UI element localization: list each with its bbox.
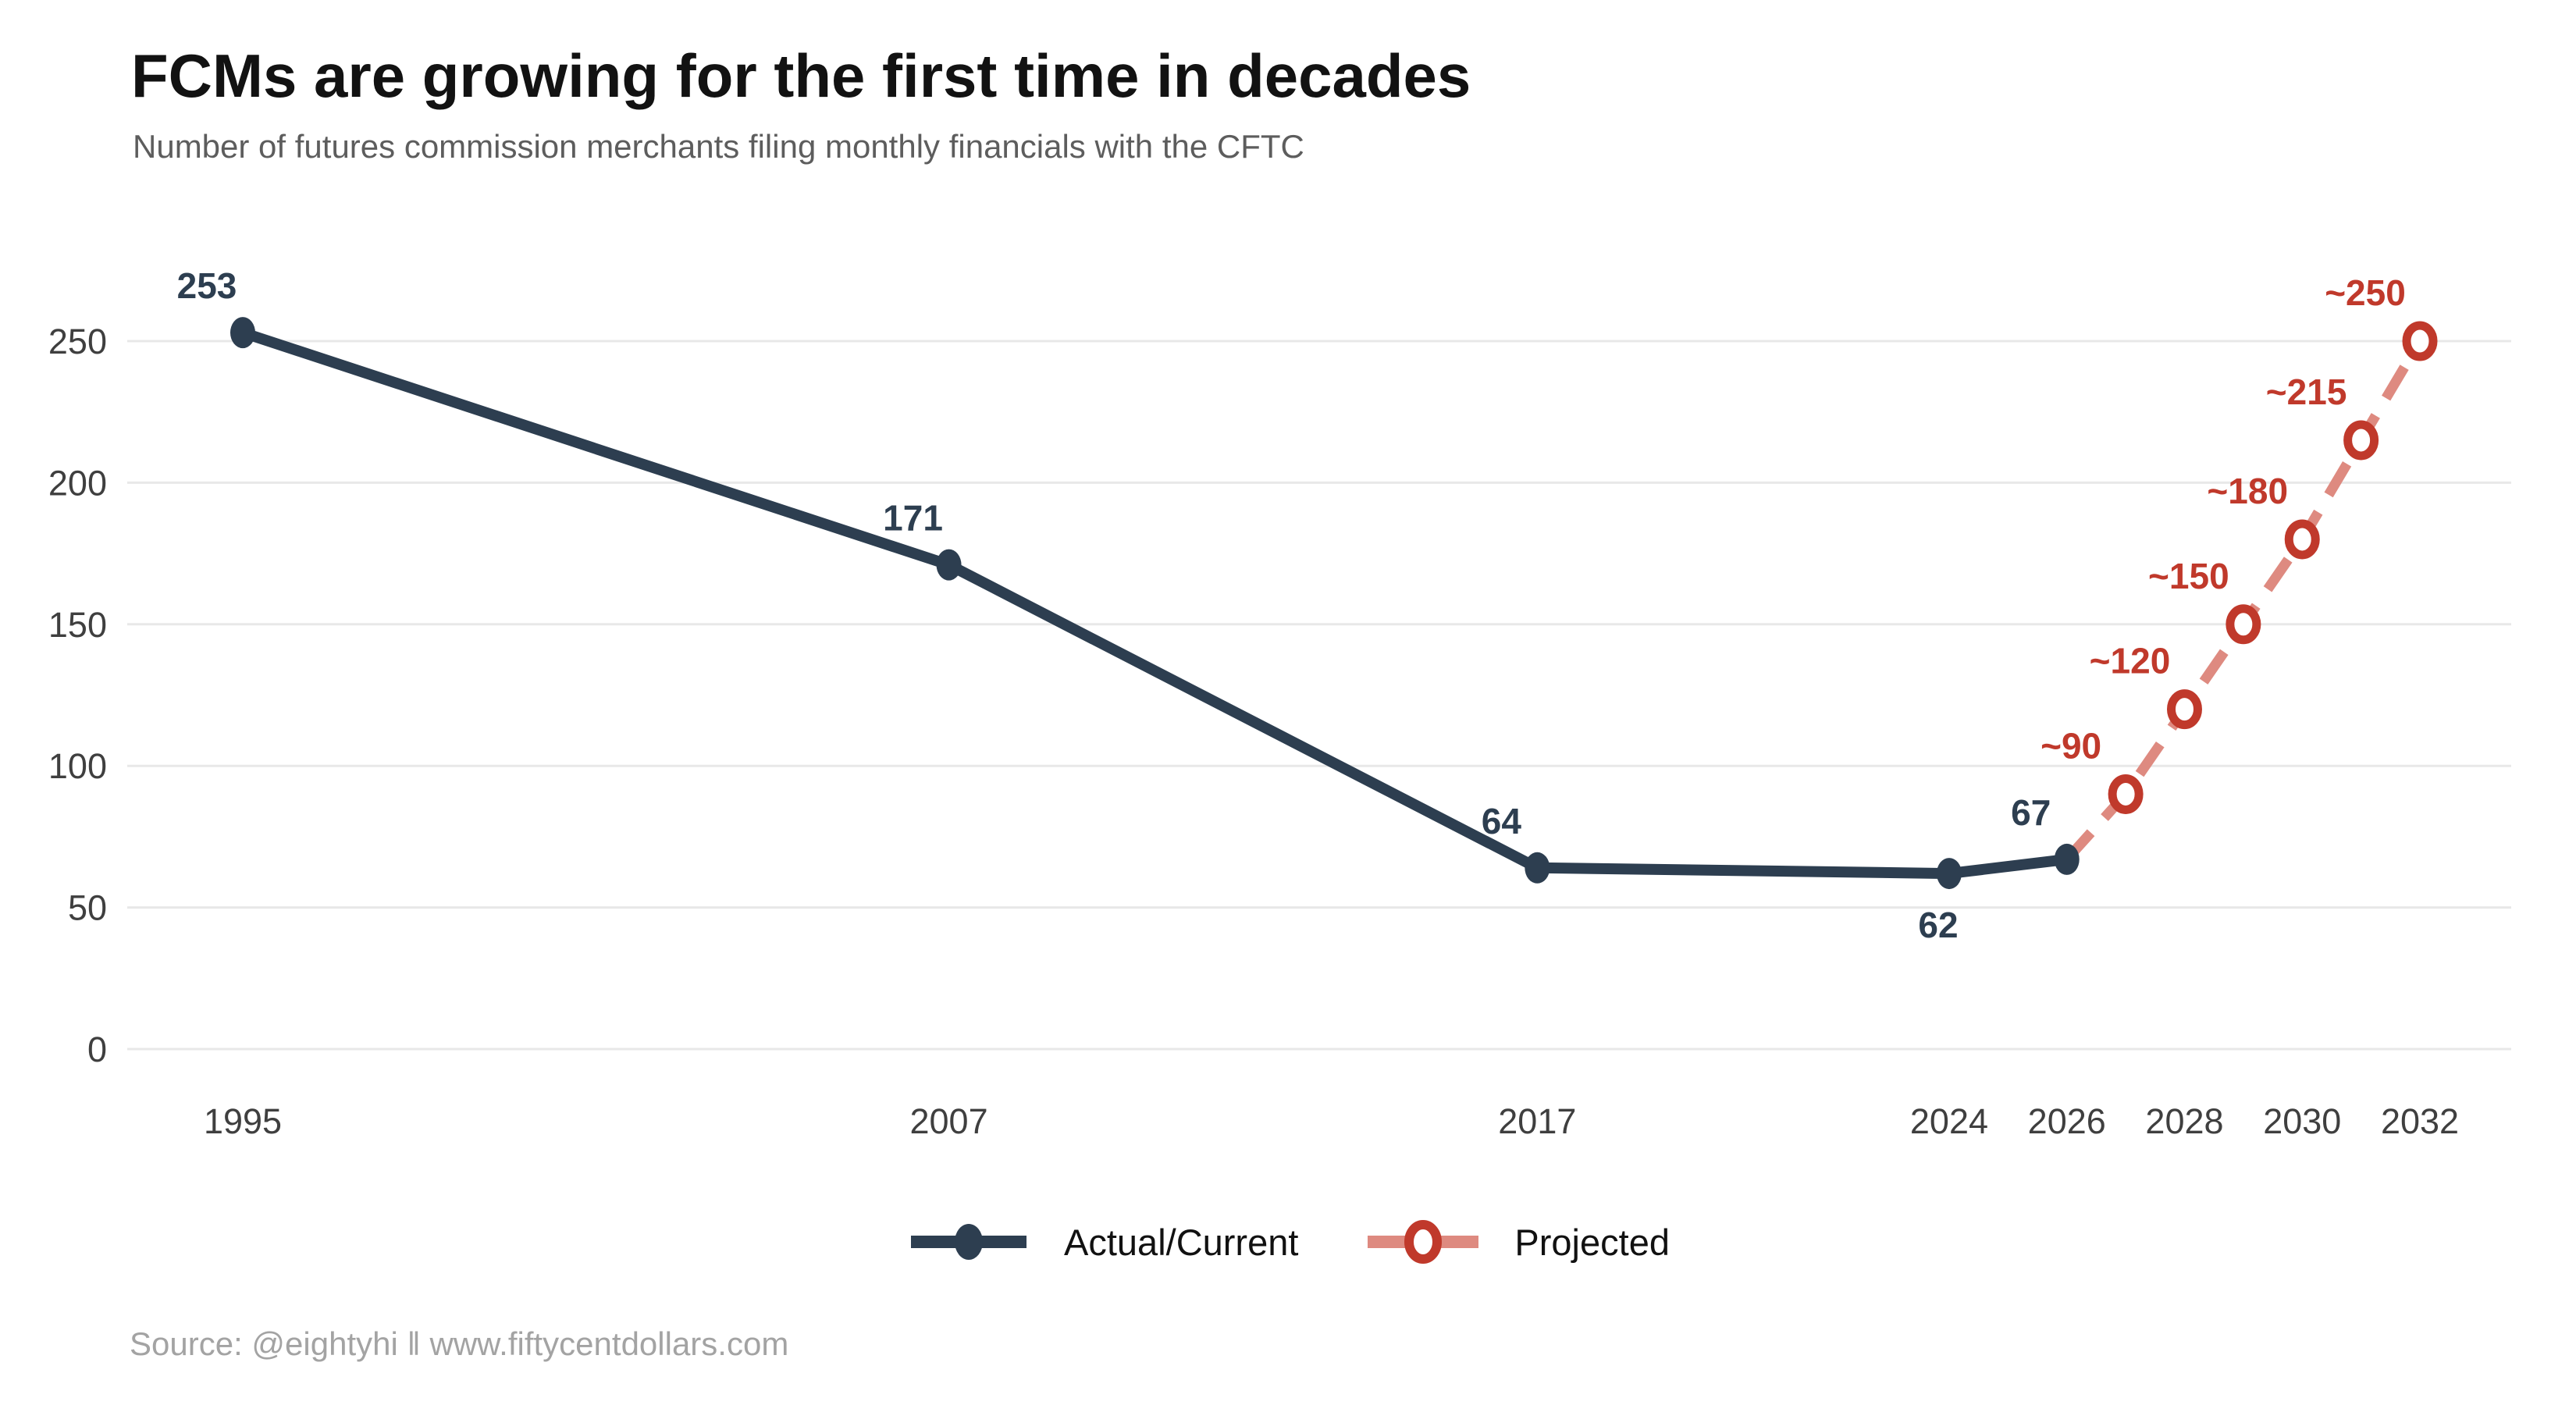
actual-series-marker-icon xyxy=(911,1224,1027,1260)
x-tick-label: 2024 xyxy=(1910,1101,1988,1141)
y-tick-label: 150 xyxy=(48,605,107,645)
chart-subtitle: Number of futures commission merchants f… xyxy=(133,128,1304,165)
legend-label-actual: Actual/Current xyxy=(1064,1221,1299,1263)
x-tick-label: 1995 xyxy=(204,1101,282,1141)
data-point-marker xyxy=(2226,604,2261,645)
x-tick-label: 2026 xyxy=(2028,1101,2106,1141)
data-point-label: ~250 xyxy=(2325,272,2406,313)
projected-series-markers xyxy=(2108,321,2438,814)
data-point-label: 67 xyxy=(2011,792,2051,833)
data-point-label: ~180 xyxy=(2207,471,2288,511)
data-point-marker xyxy=(2402,321,2438,361)
data-point-label: 62 xyxy=(1918,905,1958,945)
legend: Actual/Current Projected xyxy=(0,1215,2576,1269)
data-point-marker xyxy=(1525,852,1550,884)
y-tick-label: 0 xyxy=(87,1030,107,1069)
data-point-marker xyxy=(2343,420,2379,461)
x-tick-label: 2032 xyxy=(2381,1101,2459,1141)
legend-item-projected: Projected xyxy=(1364,1215,1670,1269)
data-point-label: 64 xyxy=(1482,801,1522,841)
x-tick-label: 2030 xyxy=(2263,1101,2341,1141)
x-tick-label: 2017 xyxy=(1498,1101,1576,1141)
data-point-label: ~120 xyxy=(2090,641,2171,681)
source-credit: Source: @eightyhi ‖ www.fiftycentdollars… xyxy=(130,1325,789,1362)
chart-title: FCMs are growing for the first time in d… xyxy=(131,41,1471,110)
data-point-label: 171 xyxy=(883,498,943,539)
x-tick-label: 2028 xyxy=(2145,1101,2223,1141)
x-tick-label: 2007 xyxy=(909,1101,987,1141)
data-point-marker xyxy=(230,317,255,349)
y-tick-label: 200 xyxy=(48,463,107,503)
legend-label-projected: Projected xyxy=(1514,1221,1670,1263)
data-point-label: ~150 xyxy=(2148,556,2229,596)
y-tick-label: 100 xyxy=(48,746,107,786)
data-point-label: 253 xyxy=(177,265,237,306)
y-tick-label: 250 xyxy=(48,322,107,361)
data-point-label: ~215 xyxy=(2266,372,2347,412)
y-axis-ticks: 0 50 100 150 200 250 xyxy=(48,322,107,1069)
data-point-label: ~90 xyxy=(2041,725,2101,766)
legend-item-actual: Actual/Current xyxy=(906,1215,1298,1269)
data-point-labels: 253 171 64 62 67 ~90 ~120 ~150 ~180 ~215 ~250 xyxy=(177,265,2406,945)
data-point-marker xyxy=(936,549,962,581)
data-point-marker xyxy=(1936,858,1962,890)
projected-series-marker-icon xyxy=(1368,1220,1479,1264)
x-axis-ticks: 1995 2007 2017 2024 2026 2028 2030 2032 xyxy=(204,1101,2459,1141)
data-point-marker xyxy=(2284,519,2320,560)
gridlines xyxy=(127,340,2511,1051)
y-tick-label: 50 xyxy=(68,888,107,928)
actual-series-markers xyxy=(230,317,2080,890)
data-point-marker xyxy=(2108,774,2144,814)
data-point-marker xyxy=(2054,843,2080,875)
data-point-marker xyxy=(2166,689,2202,730)
actual-series-line xyxy=(237,327,2073,880)
